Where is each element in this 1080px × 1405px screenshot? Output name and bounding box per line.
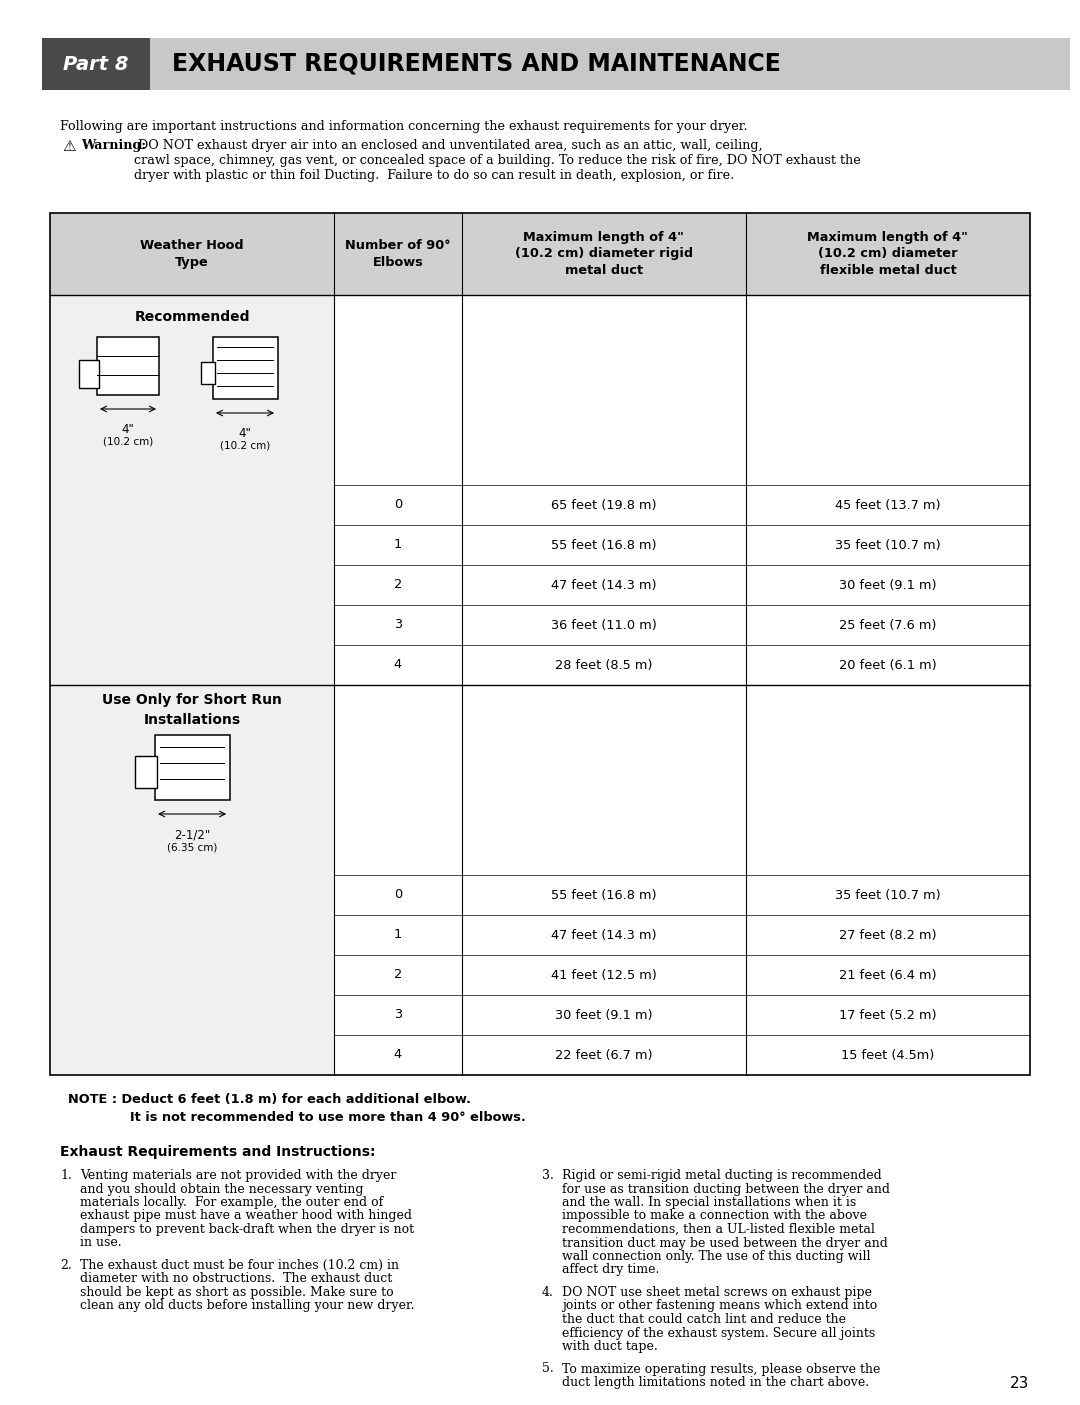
Bar [42, 38, 150, 90]
Text: Maximum length of 4"
(10.2 cm) diameter
flexible metal duct: Maximum length of 4" (10.2 cm) diameter … [808, 230, 969, 278]
Text: 27 feet (8.2 m): 27 feet (8.2 m) [839, 929, 936, 941]
Bar [135, 756, 157, 788]
Text: Number of 90°
Elbows: Number of 90° Elbows [346, 239, 450, 268]
Text: Venting materials are not provided with the dryer: Venting materials are not provided with … [80, 1169, 396, 1182]
Text: 55 feet (16.8 m): 55 feet (16.8 m) [551, 538, 657, 552]
Text: duct length limitations noted in the chart above.: duct length limitations noted in the cha… [562, 1375, 869, 1390]
Text: 2: 2 [394, 968, 402, 982]
Bar [79, 360, 99, 388]
Text: 28 feet (8.5 m): 28 feet (8.5 m) [555, 659, 652, 672]
Text: joints or other fastening means which extend into: joints or other fastening means which ex… [562, 1300, 877, 1312]
Text: 3.: 3. [542, 1169, 554, 1182]
Text: (10.2 cm): (10.2 cm) [220, 441, 270, 451]
Text: 1: 1 [394, 538, 402, 552]
Text: 1.: 1. [60, 1169, 72, 1182]
Text: Warning:: Warning: [81, 139, 146, 152]
Text: Exhaust Requirements and Instructions:: Exhaust Requirements and Instructions: [60, 1145, 376, 1159]
Text: ⚠: ⚠ [62, 139, 76, 155]
Text: should be kept as short as possible. Make sure to: should be kept as short as possible. Mak… [80, 1286, 393, 1300]
Text: 47 feet (14.3 m): 47 feet (14.3 m) [551, 579, 657, 592]
Text: the duct that could catch lint and reduce the: the duct that could catch lint and reduc… [562, 1314, 846, 1326]
Text: transition duct may be used between the dryer and: transition duct may be used between the … [562, 1236, 888, 1249]
Text: 55 feet (16.8 m): 55 feet (16.8 m) [551, 888, 657, 902]
Text: EXHAUST REQUIREMENTS AND MAINTENANCE: EXHAUST REQUIREMENTS AND MAINTENANCE [172, 52, 781, 76]
Text: clean any old ducts before installing your new dryer.: clean any old ducts before installing yo… [80, 1300, 415, 1312]
Bar [50, 214, 1030, 1075]
Text: affect dry time.: affect dry time. [562, 1263, 660, 1277]
Text: 41 feet (12.5 m): 41 feet (12.5 m) [551, 968, 657, 982]
Text: dampers to prevent back-draft when the dryer is not: dampers to prevent back-draft when the d… [80, 1222, 414, 1236]
Bar [42, 38, 1070, 90]
Text: 4": 4" [239, 427, 252, 440]
Text: 4: 4 [394, 659, 402, 672]
Text: It is not recommended to use more than 4 90° elbows.: It is not recommended to use more than 4… [130, 1111, 526, 1124]
Text: and the wall. In special installations when it is: and the wall. In special installations w… [562, 1196, 856, 1208]
Text: 2.: 2. [60, 1259, 71, 1272]
Text: 30 feet (9.1 m): 30 feet (9.1 m) [555, 1009, 652, 1021]
Text: 25 feet (7.6 m): 25 feet (7.6 m) [839, 618, 936, 631]
Text: 21 feet (6.4 m): 21 feet (6.4 m) [839, 968, 936, 982]
Text: 15 feet (4.5m): 15 feet (4.5m) [841, 1048, 934, 1062]
Text: impossible to make a connection with the above: impossible to make a connection with the… [562, 1210, 867, 1222]
Bar [97, 337, 159, 395]
Text: 2-1/2": 2-1/2" [174, 828, 211, 842]
Text: Weather Hood
Type: Weather Hood Type [140, 239, 244, 268]
Text: 65 feet (19.8 m): 65 feet (19.8 m) [551, 499, 657, 511]
Text: 45 feet (13.7 m): 45 feet (13.7 m) [835, 499, 941, 511]
Bar [201, 362, 215, 384]
Text: To maximize operating results, please observe the: To maximize operating results, please ob… [562, 1363, 880, 1375]
Text: diameter with no obstructions.  The exhaust duct: diameter with no obstructions. The exhau… [80, 1273, 392, 1286]
Text: (10.2 cm): (10.2 cm) [103, 437, 153, 447]
Text: 3: 3 [394, 1009, 402, 1021]
Text: 22 feet (6.7 m): 22 feet (6.7 m) [555, 1048, 652, 1062]
Text: with duct tape.: with duct tape. [562, 1340, 658, 1353]
Text: DO NOT exhaust dryer air into an enclosed and unventilated area, such as an atti: DO NOT exhaust dryer air into an enclose… [134, 139, 861, 183]
Text: Part 8: Part 8 [64, 55, 129, 73]
Text: Recommended: Recommended [134, 311, 249, 325]
Text: 4.: 4. [542, 1286, 554, 1300]
Text: exhaust pipe must have a weather hood with hinged: exhaust pipe must have a weather hood wi… [80, 1210, 411, 1222]
Text: efficiency of the exhaust system. Secure all joints: efficiency of the exhaust system. Secure… [562, 1326, 875, 1339]
Text: 47 feet (14.3 m): 47 feet (14.3 m) [551, 929, 657, 941]
Bar [213, 337, 278, 399]
Text: Use Only for Short Run
Installations: Use Only for Short Run Installations [103, 693, 282, 726]
Bar [156, 735, 230, 799]
Text: and you should obtain the necessary venting: and you should obtain the necessary vent… [80, 1183, 364, 1196]
Text: 36 feet (11.0 m): 36 feet (11.0 m) [551, 618, 657, 631]
Text: 23: 23 [1010, 1375, 1029, 1391]
Text: wall connection only. The use of this ducting will: wall connection only. The use of this du… [562, 1250, 870, 1263]
Text: materials locally.  For example, the outer end of: materials locally. For example, the oute… [80, 1196, 383, 1208]
Text: for use as transition ducting between the dryer and: for use as transition ducting between th… [562, 1183, 890, 1196]
Text: 35 feet (10.7 m): 35 feet (10.7 m) [835, 538, 941, 552]
Text: Following are important instructions and information concerning the exhaust requ: Following are important instructions and… [60, 119, 747, 133]
Text: Rigid or semi-rigid metal ducting is recommended: Rigid or semi-rigid metal ducting is rec… [562, 1169, 881, 1182]
Text: 5.: 5. [542, 1363, 554, 1375]
Text: The exhaust duct must be four inches (10.2 cm) in: The exhaust duct must be four inches (10… [80, 1259, 399, 1272]
Text: 1: 1 [394, 929, 402, 941]
Text: (6.35 cm): (6.35 cm) [167, 842, 217, 851]
Bar [50, 686, 334, 1075]
Text: 20 feet (6.1 m): 20 feet (6.1 m) [839, 659, 936, 672]
Text: 0: 0 [394, 499, 402, 511]
Text: 30 feet (9.1 m): 30 feet (9.1 m) [839, 579, 936, 592]
Text: 4": 4" [122, 423, 134, 436]
Text: 17 feet (5.2 m): 17 feet (5.2 m) [839, 1009, 936, 1021]
Text: 2: 2 [394, 579, 402, 592]
Bar [50, 295, 334, 686]
Bar [50, 214, 1030, 295]
Text: 0: 0 [394, 888, 402, 902]
Text: Maximum length of 4"
(10.2 cm) diameter rigid
metal duct: Maximum length of 4" (10.2 cm) diameter … [515, 230, 692, 278]
Text: 35 feet (10.7 m): 35 feet (10.7 m) [835, 888, 941, 902]
Text: NOTE : Deduct 6 feet (1.8 m) for each additional elbow.: NOTE : Deduct 6 feet (1.8 m) for each ad… [68, 1093, 471, 1106]
Text: DO NOT use sheet metal screws on exhaust pipe: DO NOT use sheet metal screws on exhaust… [562, 1286, 872, 1300]
Text: recommendations, then a UL-listed flexible metal: recommendations, then a UL-listed flexib… [562, 1222, 875, 1236]
Text: 3: 3 [394, 618, 402, 631]
Text: 4: 4 [394, 1048, 402, 1062]
Text: in use.: in use. [80, 1236, 122, 1249]
